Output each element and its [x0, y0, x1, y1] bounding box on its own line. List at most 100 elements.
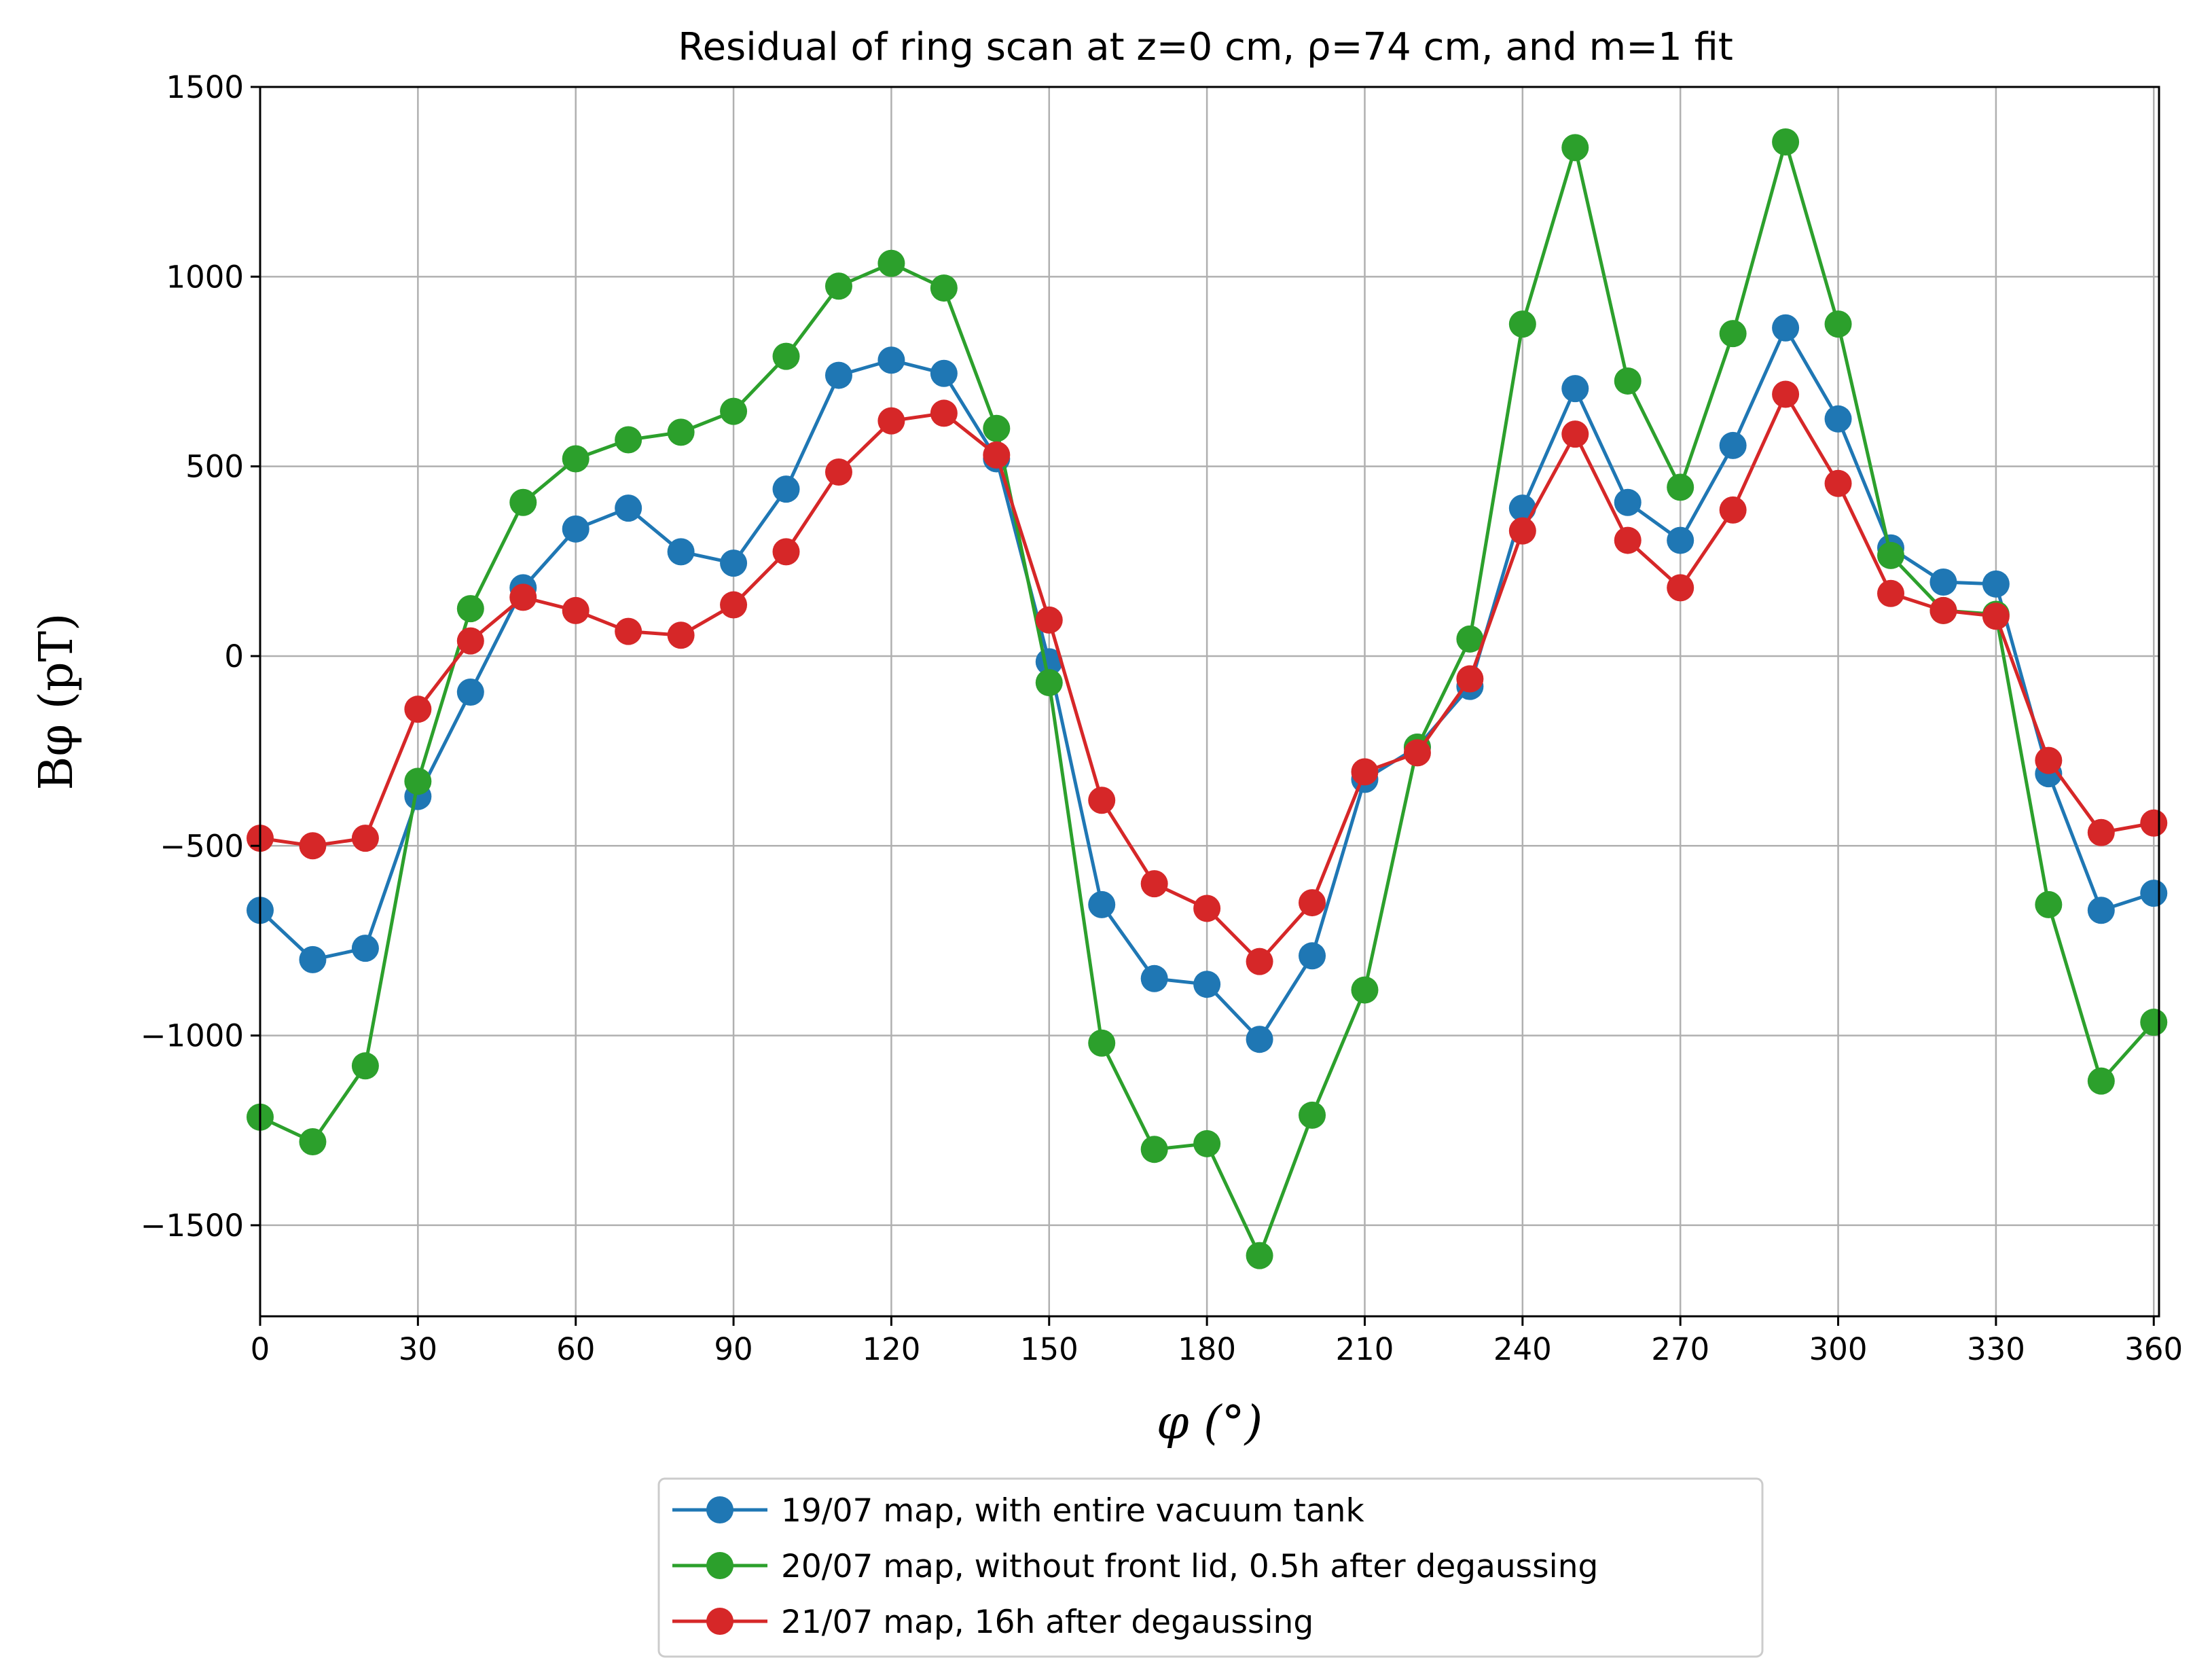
x-tick-label: 240 [1493, 1331, 1552, 1367]
data-point [2140, 809, 2168, 837]
data-point [456, 627, 484, 655]
data-point [1140, 964, 1168, 992]
data-point [1876, 541, 1904, 569]
data-point [1719, 320, 1747, 348]
data-point [1824, 469, 1852, 497]
data-point [772, 475, 800, 503]
y-tick-label: 1500 [166, 69, 244, 105]
data-point [299, 832, 327, 860]
data-point [930, 274, 958, 302]
x-tick-label: 270 [1651, 1331, 1709, 1367]
data-point [2087, 1067, 2115, 1095]
legend-label: 19/07 map, with entire vacuum tank [781, 1492, 1364, 1530]
data-point [1246, 1026, 1273, 1053]
x-tick-label: 180 [1178, 1331, 1236, 1367]
data-point [1456, 625, 1484, 653]
data-point [877, 249, 905, 277]
data-point [1193, 971, 1221, 998]
data-point [824, 458, 852, 486]
legend-frame [657, 1477, 1764, 1658]
data-point [1772, 128, 1800, 156]
legend-label: 20/07 map, without front lid, 0.5h after… [781, 1548, 1598, 1585]
data-point [824, 272, 852, 300]
data-point [404, 768, 432, 795]
data-point [1876, 579, 1904, 607]
data-point [509, 583, 537, 611]
x-tick-label: 360 [2124, 1331, 2183, 1367]
data-point [1299, 889, 1326, 917]
data-point [2035, 890, 2063, 918]
data-point [1140, 870, 1168, 898]
legend-item: 21/07 map, 16h after degaussing [672, 1604, 1313, 1641]
y-tick-label: −500 [160, 828, 244, 864]
data-point [720, 549, 748, 577]
data-point [1035, 669, 1063, 697]
data-point [1929, 568, 1957, 596]
data-point [562, 515, 590, 543]
y-tick-label: −1000 [141, 1018, 244, 1054]
data-point [351, 1052, 379, 1080]
data-point [1088, 890, 1116, 918]
data-point [877, 407, 905, 435]
data-point [1456, 665, 1484, 693]
legend-marker [706, 1496, 733, 1523]
data-point [1561, 420, 1589, 448]
data-point [930, 359, 958, 387]
data-point [1299, 1101, 1326, 1129]
data-point [1508, 310, 1536, 338]
data-point [615, 617, 642, 645]
data-point [404, 696, 432, 723]
x-tick-label: 330 [1967, 1331, 2025, 1367]
legend-item: 19/07 map, with entire vacuum tank [672, 1492, 1364, 1530]
data-point [1982, 570, 2010, 598]
data-point [1193, 895, 1221, 922]
data-point [299, 945, 327, 973]
data-point [1246, 947, 1273, 975]
data-point [983, 441, 1011, 469]
data-point [351, 935, 379, 962]
data-point [1561, 375, 1589, 403]
data-point [2087, 897, 2115, 924]
data-point [1614, 488, 1642, 516]
x-tick-label: 90 [714, 1331, 753, 1367]
x-tick-label: 300 [1809, 1331, 1868, 1367]
data-point [667, 621, 695, 649]
data-point [1667, 526, 1694, 554]
data-point [772, 342, 800, 370]
data-point [877, 346, 905, 374]
y-tick-label: 0 [224, 638, 244, 674]
legend: 19/07 map, with entire vacuum tank 20/07 … [657, 1477, 1764, 1658]
data-point [1193, 1130, 1221, 1157]
data-point [615, 494, 642, 522]
y-tick-label: 1000 [166, 259, 244, 295]
y-tick-label: −1500 [141, 1208, 244, 1244]
y-tick-label: 500 [185, 449, 244, 485]
x-axis-label: φ (°) [1157, 1396, 1263, 1450]
data-point [2140, 880, 2168, 907]
data-point [1561, 134, 1589, 162]
data-point [1140, 1136, 1168, 1163]
data-point [1088, 787, 1116, 814]
data-point [1719, 431, 1747, 459]
data-point [509, 488, 537, 516]
data-point [299, 1128, 327, 1156]
legend-marker [706, 1608, 733, 1635]
legend-item: 20/07 map, without front lid, 0.5h after… [672, 1548, 1598, 1585]
data-point [1088, 1029, 1116, 1057]
data-point [1246, 1242, 1273, 1269]
x-tick-label: 150 [1020, 1331, 1078, 1367]
x-tick-label: 60 [556, 1331, 595, 1367]
data-point [1772, 314, 1800, 342]
data-point [456, 679, 484, 706]
data-point [2087, 818, 2115, 846]
data-point [2035, 746, 2063, 774]
series-3 [247, 380, 2168, 975]
data-point [615, 426, 642, 454]
data-point [562, 596, 590, 624]
data-point [351, 825, 379, 852]
legend-marker [706, 1552, 733, 1579]
data-point [1508, 517, 1536, 545]
data-point [1299, 942, 1326, 970]
x-tick-label: 30 [399, 1331, 437, 1367]
